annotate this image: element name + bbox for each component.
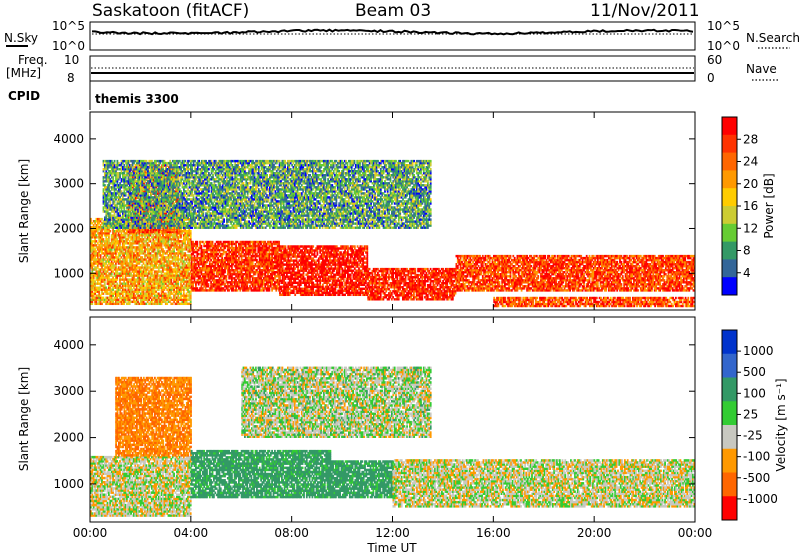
power-colorbar-segment [722,170,737,189]
power-colorbar-segment [722,188,737,207]
time-tick-label: 00:00 [73,526,108,540]
velocity-ytick-label: 3000 [53,384,84,398]
time-tick-label: 20:00 [577,526,612,540]
velocity-colorbar-tick: -1000 [743,492,778,506]
power-colorbar-tick: 16 [743,199,758,213]
power-colorbar-tick: 20 [743,177,758,191]
freq-tick-bottom: 8 [67,71,75,85]
freq-panel: Freq. [MHz] 10 8 60 0 Nave [6,53,780,85]
time-axis-label: Time UT [366,541,417,554]
velocity-colorbar-segment [722,401,737,426]
power-region [455,254,695,292]
noise-left-tick-bottom: 10^0 [52,39,85,53]
power-colorbar-segment [722,117,737,136]
power-colorbar-tick: 8 [743,244,751,258]
power-axis-ticks: 4000 3000 2000 1000 [53,112,696,310]
power-ytick-label: 2000 [53,221,84,235]
power-colorbar-tick: 12 [743,221,758,235]
cpid-panel: CPID themis 3300 [8,81,179,110]
velocity-colorbar-tick: 25 [743,407,758,421]
velocity-colorbar: 1000 500 100 25 -25 -100 -500 -1000 Velocity [m… [721,329,788,521]
power-heatmap [90,159,695,308]
velocity-colorbar-segment [722,496,737,521]
power-ytick-label: 3000 [53,177,84,191]
time-tick-label: 04:00 [174,526,209,540]
nave-tick-top: 60 [707,53,722,67]
velocity-region [329,460,394,499]
power-colorbar-segment [722,277,737,296]
power-colorbar-tick: 28 [743,132,758,146]
nave-label: Nave [746,62,777,76]
power-ylabel: Slant Range [km] [17,159,31,263]
power-colorbar-segment [722,152,737,171]
velocity-region [392,459,695,508]
power-ytick-label: 4000 [53,132,84,146]
power-ytick-label: 1000 [53,266,84,280]
power-region [493,296,695,308]
velocity-colorbar-tick: 500 [743,365,766,379]
cpid-label: CPID [8,89,40,103]
velocity-colorbar-tick: 100 [743,386,766,400]
power-colorbar-tick: 4 [743,266,751,280]
noise-panel: N.Sky 10^5 10^0 10^5 10^0 N.Search [4,19,800,53]
power-region [102,159,432,229]
noise-sky-label: N.Sky [4,31,38,45]
plot-title: Saskatoon (fitACF) [92,1,249,21]
velocity-colorbar-tick: -25 [743,429,763,443]
power-colorbar-label: Power [dB] [762,173,776,238]
noise-right-tick-top: 10^5 [707,19,740,33]
power-region [279,245,369,297]
power-panel: 4000 3000 2000 1000 Slant Range [km] [17,111,696,311]
velocity-ytick-label: 4000 [53,338,84,352]
power-colorbar-segment [722,259,737,278]
velocity-colorbar-segment [722,353,737,378]
beam-label: Beam 03 [355,1,431,21]
velocity-ytick-label: 1000 [53,477,84,491]
date-label: 11/Nov/2011 [590,1,700,21]
nave-tick-bottom: 0 [707,71,715,85]
velocity-region [190,449,332,499]
noise-left-tick-top: 10^5 [52,19,85,33]
velocity-colorbar-tick: 1000 [743,344,774,358]
power-colorbar-segment [722,206,737,225]
power-colorbar-tick: 24 [743,155,758,169]
velocity-colorbar-tick: -100 [743,450,770,464]
velocity-colorbar-segment [722,330,737,355]
velocity-colorbar-segment [722,448,737,473]
velocity-panel: 4000 3000 2000 1000 Slant Range [km] [17,316,696,523]
power-colorbar-segment [722,241,737,260]
power-colorbar-segment [722,223,737,243]
power-region [367,267,457,301]
time-axis-ticks: 00:00 04:00 08:00 12:00 16:00 20:00 00:00 [73,526,713,540]
time-tick-label: 12:00 [375,526,410,540]
time-tick-label: 16:00 [476,526,511,540]
cpid-program: themis 3300 [95,92,179,106]
velocity-colorbar-segment [722,425,737,450]
freq-label-2: [MHz] [6,66,41,80]
velocity-ytick-label: 2000 [53,431,84,445]
velocity-region [241,366,432,438]
velocity-heatmap [90,366,695,517]
freq-label-1: Freq. [18,53,48,67]
velocity-region [115,376,192,457]
time-tick-label: 00:00 [678,526,713,540]
velocity-colorbar-label: Velocity [m s⁻¹] [774,378,788,471]
velocity-colorbar-segment [722,472,737,497]
time-tick-label: 08:00 [274,526,309,540]
noise-trace [92,28,694,36]
noise-search-label: N.Search [746,31,800,45]
velocity-axis-ticks: 4000 3000 2000 1000 [53,317,696,522]
velocity-ylabel: Slant Range [km] [17,367,31,471]
velocity-colorbar-segment [722,377,737,402]
velocity-region [90,455,192,517]
noise-right-tick-bottom: 10^0 [707,39,740,53]
power-region [190,240,280,292]
freq-tick-top: 10 [64,53,79,67]
velocity-colorbar-tick: -500 [743,471,770,485]
power-colorbar-segment [722,134,737,154]
power-colorbar: 28 24 20 16 12 8 4 Power [dB] [721,116,776,296]
